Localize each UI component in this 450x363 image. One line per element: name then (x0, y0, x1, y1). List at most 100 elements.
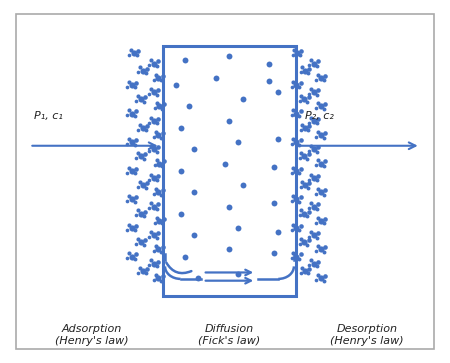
Point (313, 120, 320, 126)
Point (153, 149, 161, 155)
Point (134, 236, 141, 242)
Point (150, 89, 158, 95)
Point (317, 246, 324, 252)
Point (302, 182, 309, 188)
Point (153, 100, 160, 106)
Point (140, 99, 147, 105)
Point (317, 275, 324, 281)
Point (299, 179, 306, 185)
Point (126, 193, 133, 199)
Point (288, 141, 295, 147)
Point (292, 82, 300, 88)
Point (312, 248, 319, 254)
Point (312, 277, 319, 283)
Point (288, 113, 295, 118)
Point (266, 78, 273, 84)
Point (315, 259, 322, 265)
Point (159, 106, 166, 112)
Point (313, 63, 320, 69)
Point (153, 92, 161, 98)
Point (136, 265, 144, 270)
Point (315, 230, 322, 236)
Point (314, 72, 321, 78)
Point (144, 66, 151, 72)
Point (296, 113, 303, 119)
Point (320, 278, 327, 284)
Point (153, 206, 161, 212)
Point (155, 87, 162, 93)
Point (313, 92, 320, 98)
Point (146, 177, 153, 183)
Point (146, 205, 153, 211)
Point (158, 278, 165, 284)
Point (305, 151, 312, 157)
Point (320, 106, 327, 112)
Point (140, 156, 147, 162)
Point (155, 230, 162, 236)
Point (306, 205, 313, 211)
Point (290, 79, 297, 85)
Point (126, 250, 133, 256)
Point (297, 80, 304, 86)
Point (124, 170, 131, 175)
Point (150, 232, 158, 238)
Point (152, 243, 159, 249)
Point (314, 243, 321, 249)
Point (310, 89, 318, 95)
Point (132, 109, 140, 114)
Point (314, 215, 321, 220)
Point (266, 61, 273, 66)
Point (126, 136, 133, 142)
Point (142, 70, 149, 76)
Point (306, 123, 313, 129)
Point (156, 103, 163, 109)
Point (302, 268, 309, 274)
Point (313, 235, 320, 241)
Point (148, 57, 155, 63)
Point (146, 148, 153, 154)
Point (128, 168, 135, 174)
Point (292, 111, 300, 117)
Point (160, 159, 167, 164)
Point (297, 270, 304, 276)
Text: P₁, c₁: P₁, c₁ (34, 111, 63, 121)
Point (288, 198, 295, 204)
Point (297, 252, 304, 257)
Point (148, 143, 155, 149)
Point (235, 225, 242, 231)
Point (296, 85, 303, 90)
Point (292, 196, 300, 202)
Text: Desorption
(Henry's law): Desorption (Henry's law) (330, 324, 404, 346)
Point (290, 193, 297, 199)
Point (314, 186, 321, 192)
Point (181, 254, 189, 260)
Point (148, 200, 155, 206)
Point (128, 111, 135, 117)
Point (292, 168, 300, 174)
Point (297, 166, 304, 172)
Point (296, 199, 303, 205)
Point (320, 249, 327, 255)
Point (155, 259, 162, 265)
Point (221, 161, 229, 167)
Point (305, 94, 312, 100)
Point (290, 107, 297, 113)
Point (126, 222, 133, 228)
Point (124, 198, 131, 204)
Point (150, 204, 158, 209)
Point (320, 163, 327, 169)
Point (153, 120, 161, 126)
Point (150, 277, 158, 283)
Point (155, 189, 162, 195)
Point (134, 93, 141, 99)
Point (321, 101, 328, 107)
Point (159, 130, 166, 136)
Point (153, 178, 161, 183)
Point (293, 50, 301, 56)
Point (160, 101, 167, 107)
Point (124, 84, 131, 90)
Point (312, 77, 319, 82)
Point (235, 139, 242, 145)
Point (132, 80, 140, 86)
Point (270, 250, 278, 256)
